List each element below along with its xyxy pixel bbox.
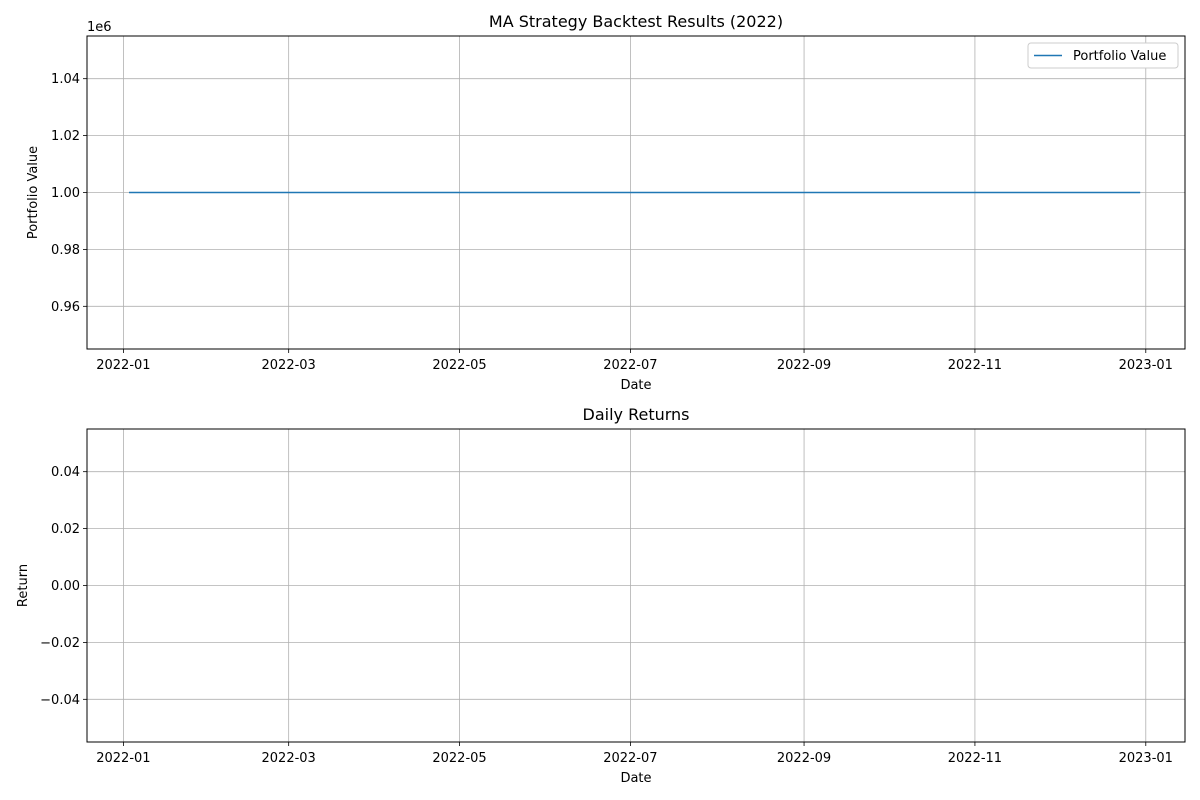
chart-title: MA Strategy Backtest Results (2022)	[489, 12, 783, 31]
y-tick-label: −0.04	[40, 693, 80, 708]
chart-title: Daily Returns	[583, 405, 690, 424]
y-tick-label: 0.96	[51, 300, 80, 315]
y-tick-label: 1.00	[51, 186, 80, 201]
x-tick-label: 2022-07	[603, 751, 657, 766]
x-tick-label: 2022-07	[603, 358, 657, 373]
y-tick-label: 0.04	[51, 465, 80, 480]
x-tick-label: 2022-01	[96, 358, 150, 373]
y-offset-label: 1e6	[87, 20, 112, 35]
x-tick-label: 2022-01	[96, 751, 150, 766]
y-axis-label: Portfolio Value	[26, 146, 41, 239]
x-axis-label: Date	[620, 771, 651, 786]
x-tick-label: 2022-03	[262, 358, 316, 373]
x-tick-label: 2022-11	[948, 751, 1002, 766]
y-tick-label: 0.02	[51, 522, 80, 537]
x-tick-label: 2022-05	[432, 358, 486, 373]
y-tick-label: 0.98	[51, 243, 80, 258]
x-axis-label: Date	[620, 378, 651, 393]
y-tick-label: 1.04	[51, 72, 80, 87]
y-tick-label: 1.02	[51, 129, 80, 144]
x-tick-label: 2023-01	[1119, 751, 1173, 766]
x-tick-label: 2022-09	[777, 751, 831, 766]
legend-box	[1027, 42, 1179, 69]
x-tick-label: 2022-11	[948, 358, 1002, 373]
legend-label: Portfolio Value	[1073, 49, 1166, 64]
x-tick-label: 2022-05	[432, 751, 486, 766]
x-tick-label: 2023-01	[1119, 358, 1173, 373]
y-tick-label: −0.02	[40, 636, 80, 651]
x-tick-label: 2022-09	[777, 358, 831, 373]
x-tick-label: 2022-03	[262, 751, 316, 766]
y-tick-label: 0.00	[51, 579, 80, 594]
y-axis-label: Return	[16, 564, 31, 607]
